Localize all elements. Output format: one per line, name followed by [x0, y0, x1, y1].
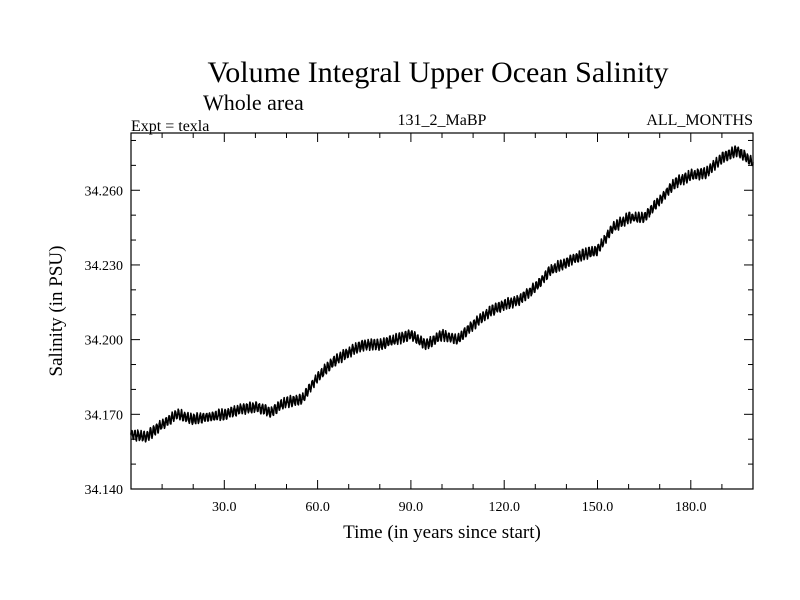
data-point: [658, 199, 661, 202]
data-point: [379, 343, 381, 346]
chart-title: Volume Integral Upper Ocean Salinity: [208, 56, 669, 89]
data-point: [223, 413, 226, 416]
data-point: [550, 269, 552, 271]
series-layer: [130, 145, 754, 443]
data-point: [596, 249, 599, 251]
x-tick-label: 180.0: [675, 500, 707, 515]
plot-frame: [130, 132, 754, 490]
data-point: [736, 149, 739, 152]
data-point: [705, 172, 708, 174]
data-point: [518, 298, 521, 301]
data-point: [612, 226, 614, 229]
data-point: [239, 408, 241, 411]
data-point: [270, 411, 272, 413]
x-tick-label: 120.0: [488, 500, 520, 515]
data-point: [145, 435, 148, 438]
y-tick-label: 34.230: [85, 259, 124, 274]
chart-subtitle: Whole area: [203, 90, 304, 115]
data-point: [176, 413, 179, 416]
y-tick-label: 34.200: [85, 334, 124, 349]
data-point: [674, 181, 677, 184]
x-tick-label: 90.0: [399, 500, 424, 515]
data-point: [394, 338, 397, 341]
data-point: [581, 254, 583, 256]
data-point: [441, 333, 443, 336]
data-point: [425, 343, 428, 346]
data-point: [301, 398, 303, 401]
data-point: [363, 343, 366, 346]
y-tick-label: 34.140: [85, 483, 124, 498]
data-point: [472, 323, 474, 326]
data-point: [456, 338, 459, 341]
data-point: [721, 157, 723, 159]
axis-ticks: [131, 133, 753, 489]
y-tick-label: 34.260: [85, 184, 124, 199]
data-point: [254, 406, 257, 408]
data-point: [192, 418, 194, 421]
data-point: [690, 174, 692, 177]
series-line: [130, 145, 754, 443]
data-point: [503, 303, 506, 306]
y-tick-labels: 34.140 34.170 34.200 34.230 34.260: [85, 184, 124, 498]
data-point: [347, 351, 350, 353]
y-axis-label: Salinity (in PSU): [46, 246, 67, 377]
data-point: [487, 311, 490, 314]
x-tick-label: 150.0: [582, 500, 614, 515]
data-point: [316, 376, 319, 378]
data-point: [332, 361, 334, 363]
data-point: [410, 333, 412, 336]
data-point: [207, 416, 210, 418]
x-tick-label: 30.0: [212, 500, 237, 515]
data-point: [285, 401, 288, 403]
data-point: [643, 216, 645, 219]
months-label: ALL_MONTHS: [646, 112, 753, 129]
data-point: [565, 261, 568, 264]
x-tick-label: 60.0: [305, 500, 330, 515]
data-point: [627, 216, 630, 219]
x-tick-labels: 30.0 60.0 90.0 120.0 150.0 180.0: [212, 500, 707, 515]
y-tick-label: 34.170: [85, 408, 124, 423]
run-label: 131_2_MaBP: [398, 112, 487, 129]
x-axis-label: Time (in years since start): [343, 522, 541, 543]
data-point: [534, 286, 537, 289]
experiment-label: Expt = texla: [131, 118, 209, 135]
data-point: [161, 423, 163, 426]
